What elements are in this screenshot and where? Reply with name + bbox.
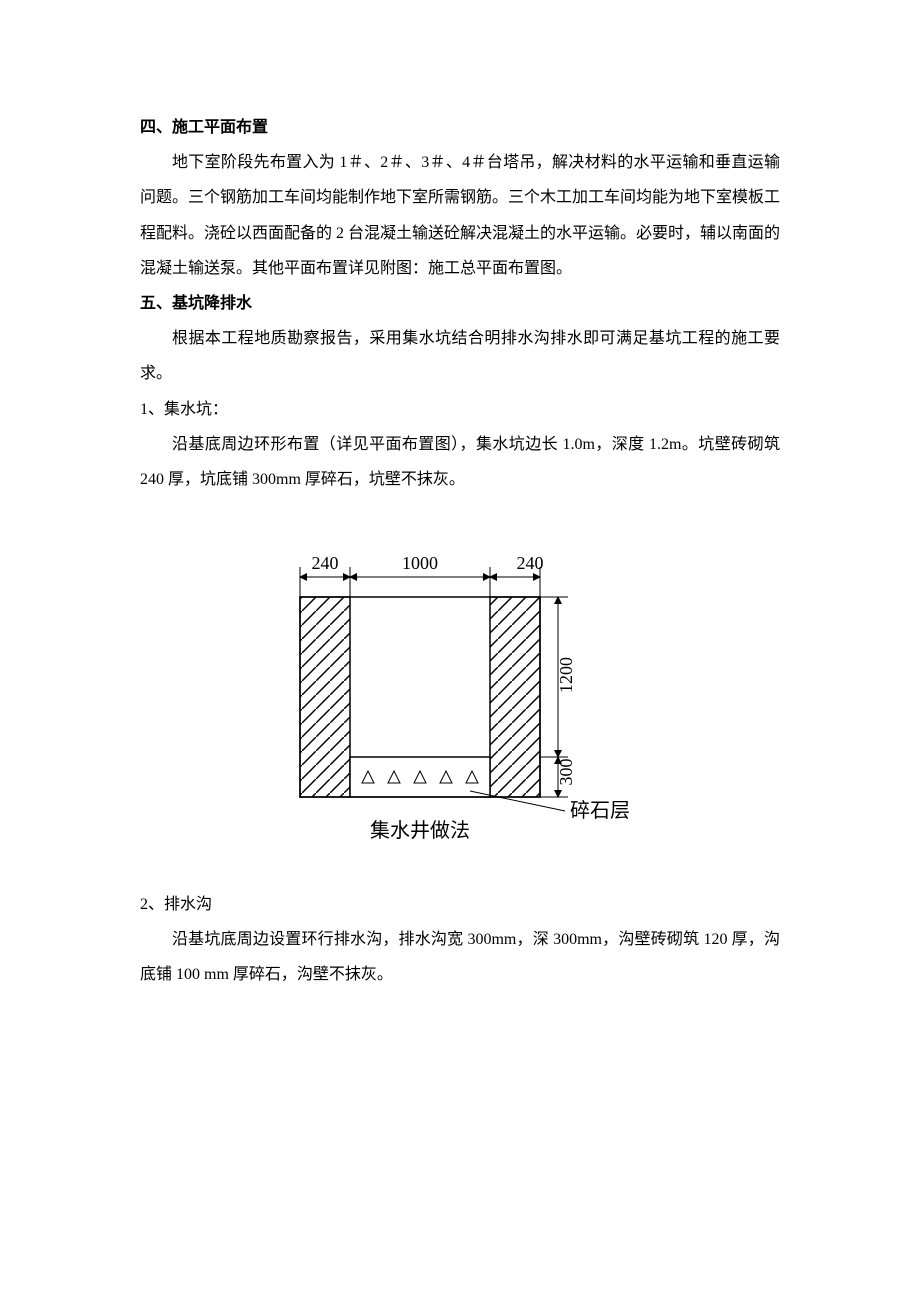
item-1-label: 1、集水坑： [140, 392, 780, 427]
item-1-body: 沿基底周边环形布置（详见平面布置图），集水坑边长 1.0m，深度 1.2m。坑壁… [140, 427, 780, 497]
svg-text:300: 300 [556, 759, 576, 786]
item-2-label: 2、排水沟 [140, 887, 780, 922]
svg-text:碎石层: 碎石层 [570, 799, 630, 822]
sump-svg: 240 1000 240 1200 300 碎石层集水井做法 [260, 527, 660, 867]
svg-text:1200: 1200 [556, 657, 576, 693]
svg-text:1000: 1000 [402, 553, 438, 573]
section-4-p1: 地下室阶段先布置入为 1＃、2＃、3＃、4＃台塔吊，解决材料的水平运输和垂直运输… [140, 145, 780, 286]
svg-text:集水井做法: 集水井做法 [370, 819, 470, 842]
svg-text:240: 240 [312, 553, 339, 573]
section-4-heading: 四、施工平面布置 [140, 110, 780, 145]
sump-diagram: 240 1000 240 1200 300 碎石层集水井做法 [140, 527, 780, 867]
document-page: 四、施工平面布置 地下室阶段先布置入为 1＃、2＃、3＃、4＃台塔吊，解决材料的… [0, 0, 920, 1302]
svg-text:240: 240 [517, 553, 544, 573]
item-2-body: 沿基坑底周边设置环行排水沟，排水沟宽 300mm，深 300mm，沟壁砖砌筑 1… [140, 922, 780, 992]
section-5-heading: 五、基坑降排水 [140, 286, 780, 321]
section-5-p1: 根据本工程地质勘察报告，采用集水坑结合明排水沟排水即可满足基坑工程的施工要求。 [140, 321, 780, 391]
